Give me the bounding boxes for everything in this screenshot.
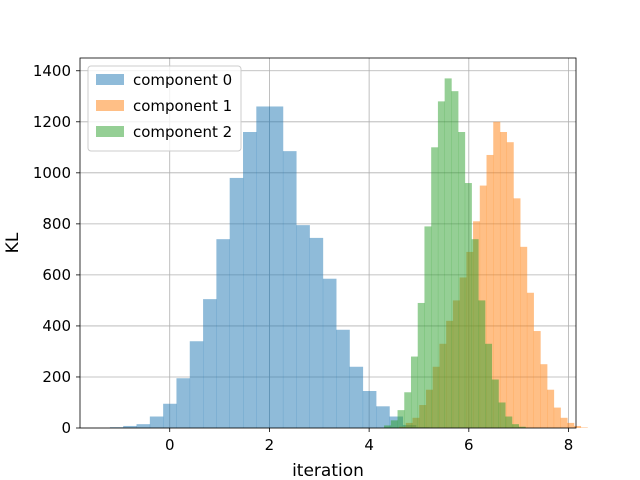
bar [437, 101, 445, 429]
bar [163, 403, 177, 428]
bar [506, 142, 514, 428]
bar [505, 416, 513, 428]
legend-swatch [96, 74, 124, 85]
bar [520, 246, 528, 428]
bar [574, 425, 582, 428]
bar [362, 391, 377, 428]
bar [136, 424, 151, 428]
x-tick-label: 0 [165, 436, 175, 454]
bar [518, 426, 526, 428]
bar [417, 302, 425, 428]
bar [451, 91, 459, 428]
bar [485, 343, 493, 428]
bar [229, 177, 244, 428]
y-tick-label: 200 [42, 368, 71, 386]
bar [336, 329, 350, 428]
plot-frame [79, 57, 577, 429]
bar [216, 239, 230, 428]
bar [189, 341, 204, 428]
y-tick-label: 1400 [33, 62, 71, 80]
bar [404, 392, 412, 428]
bar [149, 416, 164, 428]
bar [296, 225, 310, 428]
bar [458, 132, 466, 428]
bar [499, 132, 508, 428]
bar [464, 183, 472, 428]
bar [491, 379, 499, 428]
bar [478, 300, 486, 428]
bar [493, 121, 501, 429]
y-tick-label: 600 [42, 266, 71, 284]
bar [282, 151, 297, 428]
bar [547, 389, 555, 428]
bar [376, 406, 390, 428]
bar [309, 237, 324, 428]
bar [553, 407, 561, 428]
bar [424, 226, 432, 428]
y-tick-label: 800 [42, 215, 71, 233]
series-2-bars [384, 78, 526, 429]
bar [384, 425, 392, 428]
bar [511, 424, 519, 428]
bar [567, 422, 575, 428]
legend: component 0 component 1 component 2 [87, 65, 242, 152]
legend-swatch [96, 126, 124, 137]
bar [540, 364, 548, 428]
x-tick-label: 4 [364, 436, 374, 454]
bar [123, 425, 137, 428]
bar [486, 154, 494, 428]
bar [203, 299, 217, 428]
bar [431, 147, 439, 428]
bars [109, 78, 588, 429]
bar [498, 402, 506, 428]
legend-label: component 0 [133, 71, 232, 89]
bar [390, 420, 398, 428]
bar [176, 378, 191, 428]
legend-box [87, 65, 242, 152]
y-tick-label: 0 [61, 419, 71, 437]
x-tick-label: 2 [265, 436, 275, 454]
y-tick-label: 1200 [33, 113, 71, 131]
series-0-bars [109, 106, 430, 428]
x-tick-label: 6 [464, 436, 474, 454]
bar [513, 198, 521, 428]
bar [256, 106, 270, 428]
legend-label: component 2 [133, 123, 232, 141]
bar [526, 292, 534, 428]
x-axis-label: iteration [292, 461, 364, 480]
x-tick-label: 8 [564, 436, 574, 454]
bar [397, 410, 405, 428]
bar [322, 278, 337, 428]
y-tick-label: 400 [42, 317, 71, 335]
bar [243, 132, 257, 428]
bar [444, 78, 452, 429]
bar [580, 427, 588, 428]
bar [471, 239, 479, 428]
bar [533, 331, 541, 428]
bar [269, 106, 284, 428]
y-tick-label: 1000 [33, 164, 71, 182]
legend-swatch [96, 100, 124, 111]
ticks: 0 2 4 6 8 0 200 400 600 800 1000 1200 1400 [33, 62, 573, 454]
bar [560, 417, 568, 428]
bar [410, 356, 419, 428]
bar [349, 366, 364, 428]
y-axis-label: KL [3, 232, 23, 253]
legend-label: component 1 [133, 97, 232, 115]
